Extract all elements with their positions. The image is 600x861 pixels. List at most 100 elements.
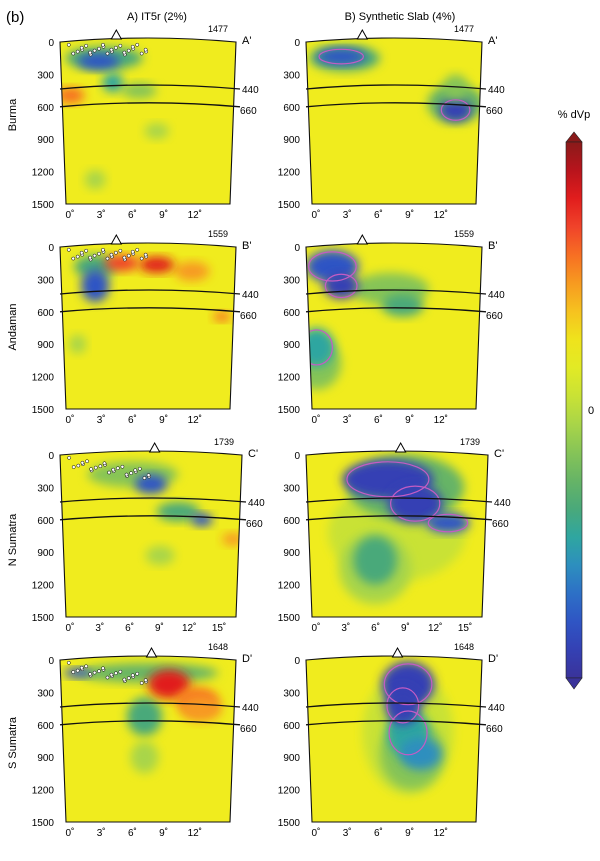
earthquake-hypocenter [126,48,131,53]
earthquake-hypocenter [124,472,129,477]
distance-tick-label: 0˚ [66,209,75,221]
profile-end-label: C' [248,448,258,460]
discontinuity-line [305,307,487,313]
discontinuity-line [59,289,241,295]
cross-section-s-sumatra-synthetic: 440 660 D' 1648 0 300 600 900 1200 1500 0˚ 3˚ 6˚ 9˚ 12… [278,642,505,839]
depth-tick-label: 600 [283,516,300,527]
earthquake-hypocenter [143,252,148,257]
row-labels: Burma Andaman N Sumatra S Sumatra [7,98,19,769]
distance-tick-label: 3˚ [343,827,352,839]
velocity-anomaly [63,668,92,678]
slab-contour [390,485,441,522]
distance-tick-label: 3˚ [343,209,352,221]
distance-tick-label: 9˚ [159,414,168,426]
velocity-anomaly [353,536,397,585]
distance-tick-label: 3˚ [341,622,350,634]
earthquake-hypocenter [135,247,140,252]
cross-section-s-sumatra-observed: 440 660 D' 1648 0 300 600 900 1200 1500 0˚ 3˚ 6˚ 9˚ 12… [32,642,259,839]
column-title-observed: A) IT5r (2%) [127,11,187,23]
panel-frame [305,37,483,205]
distance-tick-label: 6˚ [371,622,380,634]
depth-tick-label: 1200 [278,786,301,797]
earthquake-hypocenter [109,252,114,257]
discontinuity-line [305,289,487,295]
profile-distance: 1477 [208,24,228,34]
volcano-marker [145,646,158,658]
earthquake-hypocenter [130,673,135,678]
volcano-marker [356,233,369,245]
earthquake-hypocenter [133,468,138,473]
slab-contour [324,273,358,299]
figure-label: (b) [6,9,24,26]
earthquake-hypocenter [66,42,71,47]
earthquake-hypocenter [89,467,94,471]
velocity-anomaly [306,328,335,367]
boundary-label-440: 440 [242,703,259,714]
depth-tick-label: 1500 [32,405,55,416]
profile-distance: 1648 [454,642,474,652]
boundary-label-660: 660 [240,724,257,735]
distance-tick-label: 12˚ [188,414,202,426]
distance-tick-label: 0˚ [312,827,321,839]
earthquake-hypocenter [122,255,127,260]
boundary-label-660: 660 [486,106,503,117]
earthquake-hypocenter [105,51,110,56]
discontinuity-line [59,84,241,90]
earthquake-hypocenter [109,47,114,52]
velocity-anomaly [121,82,157,99]
distance-tick-label: 3˚ [97,414,106,426]
depth-tick-label: 0 [48,656,54,667]
earthquake-hypocenter [130,44,135,49]
panel-frame [59,655,237,823]
earthquake-hypocenter [135,671,140,676]
distance-tick-label: 6˚ [128,209,137,221]
depth-tick-label: 600 [37,103,54,114]
boundary-label-660: 660 [246,519,263,530]
profile-distance: 1739 [460,437,480,447]
earthquake-hypocenter [66,247,71,252]
discontinuity-line [59,515,247,521]
distance-tick-label: 9˚ [405,414,414,426]
discontinuity-line [305,102,487,108]
velocity-anomaly [68,334,87,354]
earthquake-hypocenter [66,660,71,665]
earthquake-hypocenter [118,248,123,253]
profile-end-label: D' [242,653,252,665]
depth-tick-label: 600 [37,516,54,527]
earthquake-hypocenter [122,50,127,55]
discontinuity-line [59,720,241,726]
depth-tick-label: 1500 [278,200,301,211]
boundary-label-440: 440 [488,85,505,96]
depth-tick-label: 300 [283,70,300,81]
earthquake-hypocenter [88,50,92,55]
depth-tick-label: 1500 [32,818,55,829]
depth-tick-label: 1500 [32,200,55,211]
depth-tick-label: 300 [37,688,54,699]
earthquake-hypocenter [75,668,80,673]
velocity-anomaly [60,87,85,104]
velocity-anomaly [126,697,163,737]
boundary-label-440: 440 [494,498,511,509]
depth-tick-label: 300 [283,275,300,286]
velocity-anomaly [145,545,175,566]
depth-tick-label: 600 [37,308,54,319]
depth-tick-label: 300 [283,483,300,494]
slab-contour [308,251,357,282]
discontinuity-line [305,497,493,503]
earthquake-hypocenter [71,51,76,56]
distance-tick-label: 0˚ [66,414,75,426]
boundary-label-440: 440 [488,703,505,714]
panel-background [60,656,236,822]
slab-contour [386,687,420,724]
earthquake-hypocenter [84,664,88,669]
earthquake-hypocenter [143,678,148,682]
depth-tick-label: 900 [283,753,300,764]
depth-tick-label: 1200 [32,581,55,592]
earthquake-hypocenter [114,250,118,255]
earthquake-hypocenter [98,464,103,469]
velocity-anomaly [130,741,159,774]
cross-section-n-sumatra-synthetic: 440 660 C' 1739 0 300 600 900 1200 1500 0˚ 3˚ 6˚ 9˚ 12… [278,437,511,634]
earthquake-hypocenter [109,672,114,677]
velocity-anomaly [134,474,168,494]
slab-contour [306,329,334,366]
